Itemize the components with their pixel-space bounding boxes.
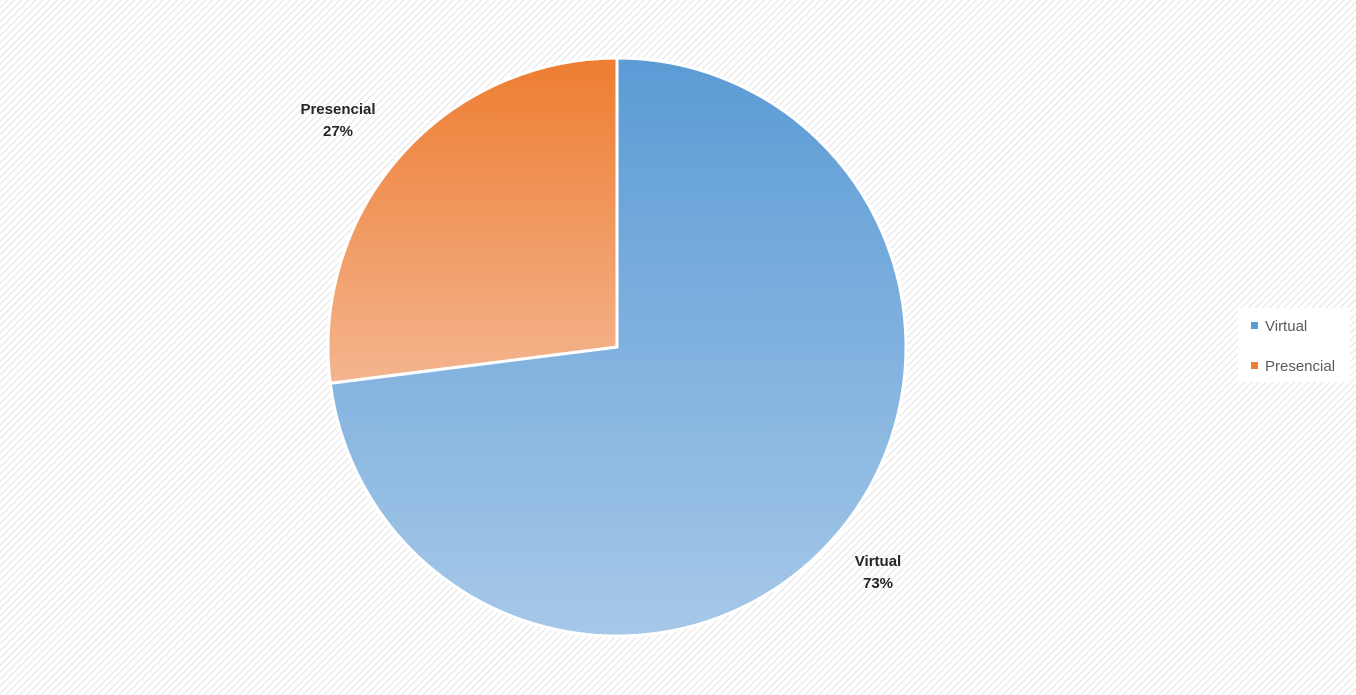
pie-slice-presencial (326, 56, 619, 385)
legend: Virtual Presencial (1238, 308, 1350, 382)
data-label-name-presencial: Presencial (300, 101, 375, 118)
data-label-percent-presencial: 27% (323, 123, 353, 140)
legend-swatch-presencial (1251, 362, 1258, 369)
legend-background (1238, 308, 1350, 382)
data-labels: Virtual 73% Presencial 27% (300, 101, 901, 592)
data-label-percent-virtual: 73% (863, 575, 893, 592)
legend-label-virtual: Virtual (1265, 318, 1307, 335)
pie-slices (326, 56, 908, 638)
legend-swatch-virtual (1251, 322, 1258, 329)
legend-label-presencial: Presencial (1265, 358, 1335, 375)
data-label-name-virtual: Virtual (855, 553, 901, 570)
